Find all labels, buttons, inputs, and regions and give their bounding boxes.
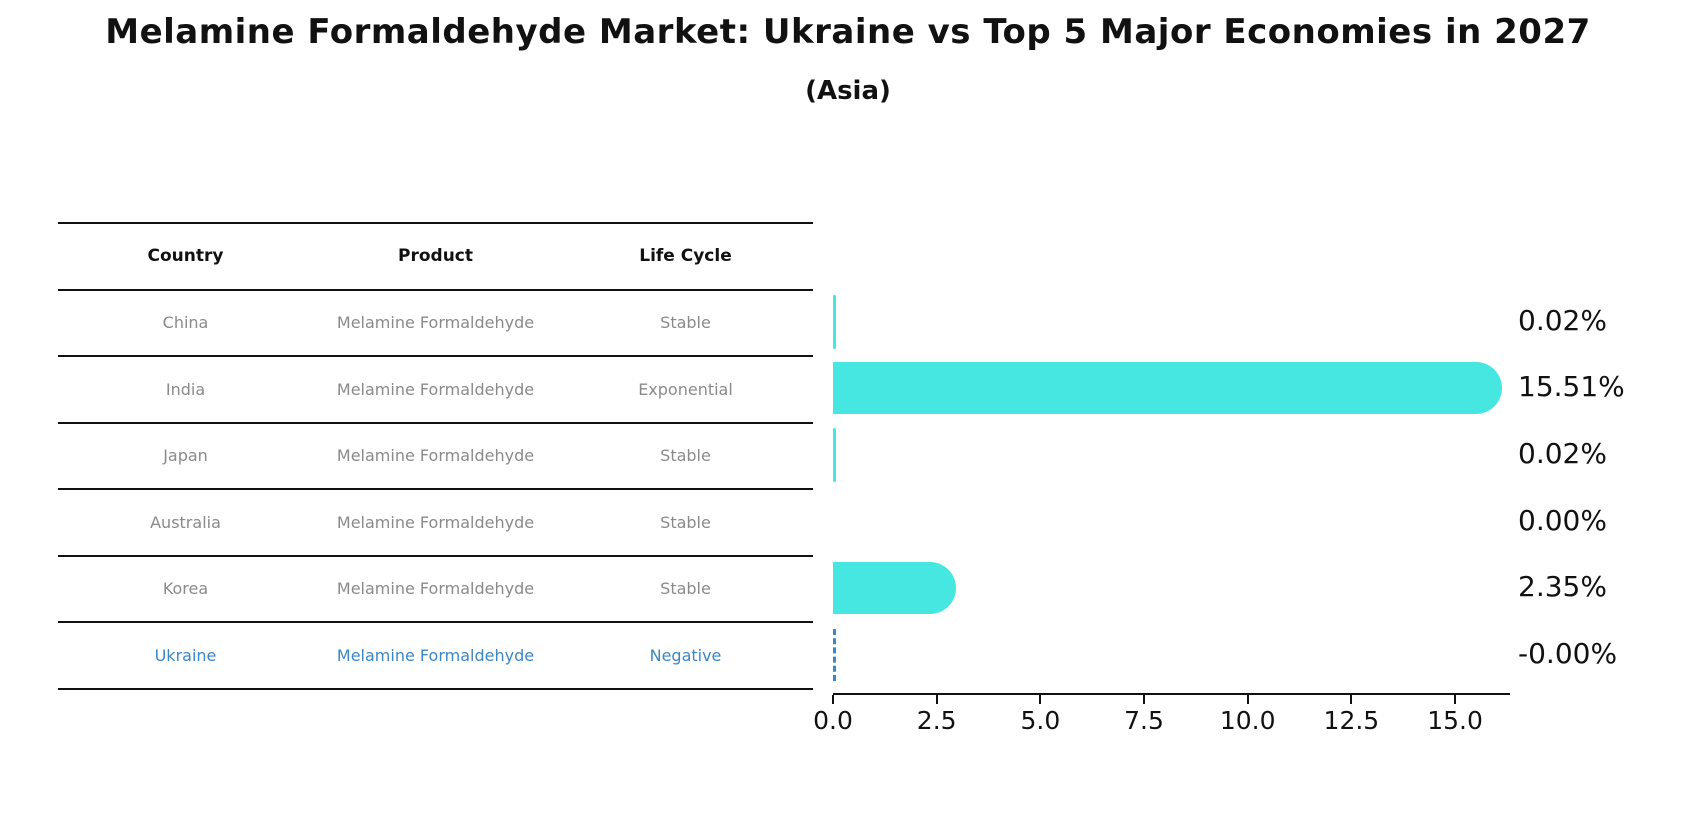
product-cell: Melamine Formaldehyde [336, 446, 535, 466]
x-axis-tick-label: 7.5 [1124, 706, 1164, 735]
table-header-row: Country Product Life Cycle [58, 224, 813, 291]
x-axis-tick [1143, 695, 1146, 704]
country-cell: Ukraine [154, 645, 217, 665]
table-row-china: China Melamine Formaldehyde Stable [58, 291, 813, 357]
value-label-japan: 0.02% [1518, 436, 1607, 470]
value-label-australia: 0.00% [1518, 503, 1607, 537]
x-axis-tick [1454, 695, 1457, 704]
x-axis-tick-label: 15.0 [1427, 706, 1483, 735]
table-row-japan: Japan Melamine Formaldehyde Stable [58, 424, 813, 490]
life-cycle-cell: Exponential [638, 379, 733, 399]
country-cell: Japan [163, 446, 208, 466]
country-table: Country Product Life Cycle China Melamine… [58, 222, 813, 690]
country-cell: India [165, 379, 206, 399]
x-axis-tick-label: 10.0 [1219, 706, 1276, 735]
value-label-ukraine: -0.00% [1518, 636, 1618, 670]
life-cycle-cell: Stable [660, 579, 711, 599]
x-axis-tick [832, 695, 834, 704]
country-cell: Korea [162, 579, 209, 599]
value-label-korea: 2.35% [1518, 570, 1607, 604]
country-cell: China [162, 313, 209, 333]
product-cell: Melamine Formaldehyde [336, 579, 535, 599]
life-cycle-cell: Stable [660, 446, 711, 466]
value-label-india: 15.51% [1518, 370, 1625, 404]
bar-japan [833, 427, 836, 482]
table-row-india: India Melamine Formaldehyde Exponential [58, 357, 813, 424]
table-row-australia: Australia Melamine Formaldehyde Stable [58, 490, 813, 557]
life-cycle-cell: Stable [660, 313, 711, 333]
product-cell: Melamine Formaldehyde [336, 379, 535, 399]
x-axis-tick-label: 5.0 [1020, 706, 1061, 735]
ukraine-zero-dashed-line [833, 628, 836, 681]
bar-china [833, 294, 836, 349]
bar-india [833, 362, 1503, 415]
bar-korea [833, 562, 957, 615]
x-axis-tick [1039, 695, 1042, 704]
life-cycle-cell: Negative [649, 645, 722, 665]
x-axis-tick [935, 695, 938, 704]
chart-subtitle: (Asia) [805, 76, 891, 106]
country-cell: Australia [150, 512, 221, 532]
product-cell: Melamine Formaldehyde [336, 512, 535, 532]
x-axis-tick [1246, 695, 1249, 704]
product-cell: Melamine Formaldehyde [336, 645, 535, 665]
column-header-life-cycle: Life Cycle [639, 246, 732, 267]
chart-title: Melamine Formaldehyde Market: Ukraine vs… [105, 12, 1591, 52]
x-axis-tick-label: 2.5 [916, 706, 957, 735]
table-row-korea: Korea Melamine Formaldehyde Stable [58, 557, 813, 623]
x-axis-line [833, 693, 1510, 695]
x-axis-tick-label: 12.5 [1323, 706, 1380, 735]
column-header-country: Country [147, 246, 224, 267]
column-header-product: Product [398, 246, 473, 267]
x-axis-tick [1350, 695, 1353, 704]
product-cell: Melamine Formaldehyde [336, 313, 535, 333]
life-cycle-cell: Stable [660, 512, 711, 532]
x-axis-tick-label: 0.0 [813, 706, 853, 735]
value-label-china: 0.02% [1518, 303, 1607, 337]
table-row-ukraine: Ukraine Melamine Formaldehyde Negative [58, 623, 813, 690]
